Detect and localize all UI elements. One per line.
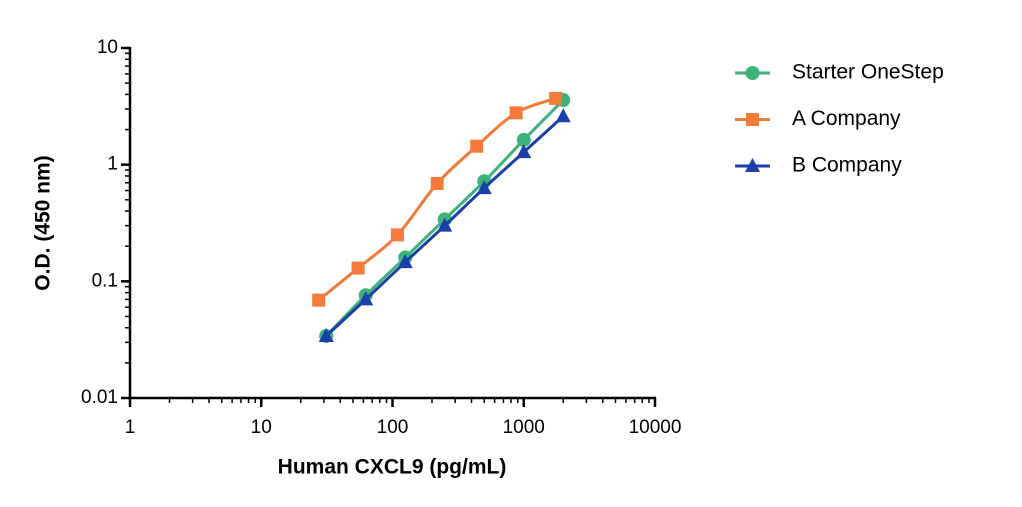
y-tick-label: 10: [97, 37, 118, 58]
data-point: [516, 132, 531, 147]
data-point: [430, 176, 444, 190]
y-tick-label: 0.01: [81, 387, 118, 408]
data-point: [358, 291, 374, 306]
data-point: [312, 293, 326, 307]
legend-marker: [745, 66, 760, 80]
data-point: [397, 254, 413, 269]
y-tick-label: 1: [107, 154, 118, 175]
x-tick-label: 100: [377, 417, 409, 438]
x-axis-title: Human CXCL9 (pg/mL): [278, 456, 507, 479]
y-axis-title: O.D. (450 nm): [32, 155, 55, 290]
legend-marker: [746, 113, 759, 126]
data-point: [509, 106, 523, 120]
data-point: [549, 91, 563, 105]
data-point: [318, 327, 334, 342]
y-tick-label: 0.1: [92, 270, 118, 291]
data-point: [516, 144, 532, 159]
x-tick-label: 10: [251, 417, 272, 438]
data-point: [476, 180, 492, 195]
data-point: [437, 217, 453, 232]
data-point: [351, 261, 365, 275]
data-point: [555, 108, 571, 123]
data-point: [470, 139, 484, 153]
x-tick-label: 1000: [503, 417, 545, 438]
x-tick-label: 1: [125, 417, 136, 438]
legend-label: B Company: [792, 154, 902, 177]
data-point: [390, 228, 404, 242]
x-tick-label: 10000: [629, 417, 682, 438]
legend-marker: [745, 158, 760, 172]
legend-label: Starter OneStep: [792, 61, 944, 84]
legend-label: A Company: [792, 107, 901, 130]
